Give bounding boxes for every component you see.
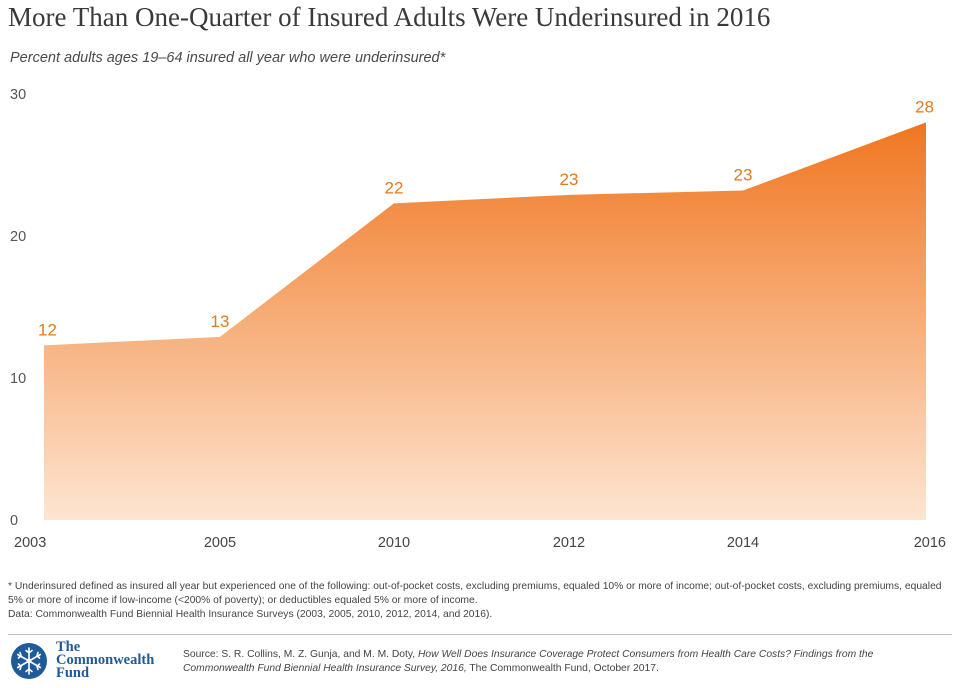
snowflake-seal-icon (11, 642, 47, 679)
x-tick-label-2012: 2012 (553, 535, 585, 551)
data-label-2016: 28 (915, 97, 934, 116)
footnote-data-source: Data: Commonwealth Fund Biennial Health … (8, 609, 493, 620)
data-label-2012: 23 (560, 170, 579, 189)
y-tick-label: 10 (10, 371, 26, 387)
footnote-definition: * Underinsured defined as insured all ye… (8, 581, 942, 606)
footer-divider (8, 634, 952, 635)
area-series (44, 122, 926, 521)
data-label-2005: 13 (210, 312, 229, 331)
commonwealth-fund-logo: The Commonwealth Fund (10, 639, 155, 681)
source-citation: Source: S. R. Collins, M. Z. Gunja, and … (183, 648, 943, 676)
area-chart: 0 10 20 30 12 13 22 23 23 28 2003 2005 2010 2012 201… (10, 87, 946, 551)
source-prefix: Source: S. R. Collins, M. Z. Gunja, and … (183, 649, 418, 660)
chart-subtitle: Percent adults ages 19–64 insured all ye… (10, 50, 446, 66)
source-suffix: The Commonwealth Fund, October 2017. (466, 663, 659, 674)
y-tick-label: 20 (10, 229, 26, 245)
chart-title: More Than One-Quarter of Insured Adults … (8, 2, 771, 32)
logo-line-1: The (56, 639, 81, 655)
source-title: How Well Does Insurance Coverage Protect… (183, 649, 874, 674)
data-labels: 12 13 22 23 23 28 (38, 97, 934, 339)
x-tick-label-2016: 2016 (914, 535, 946, 551)
y-axis: 0 10 20 30 (10, 87, 26, 529)
logo-line-3: Fund (56, 665, 90, 681)
logo-wordmark: The Commonwealth Fund (56, 639, 155, 681)
area-layer (44, 122, 926, 521)
data-label-2010: 22 (385, 178, 404, 197)
x-tick-label-2003: 2003 (14, 535, 46, 551)
x-tick-label-2014: 2014 (727, 535, 759, 551)
x-tick-label-2005: 2005 (204, 535, 236, 551)
x-axis: 2003 2005 2010 2012 2014 2016 (14, 535, 946, 551)
y-tick-label: 30 (10, 87, 26, 103)
data-label-2003: 12 (38, 320, 57, 339)
x-tick-label-2010: 2010 (378, 535, 410, 551)
footnote: * Underinsured defined as insured all ye… (8, 580, 956, 622)
logo-line-2: Commonwealth (56, 652, 155, 668)
y-tick-label: 0 (10, 513, 18, 529)
data-label-2014: 23 (734, 166, 753, 185)
